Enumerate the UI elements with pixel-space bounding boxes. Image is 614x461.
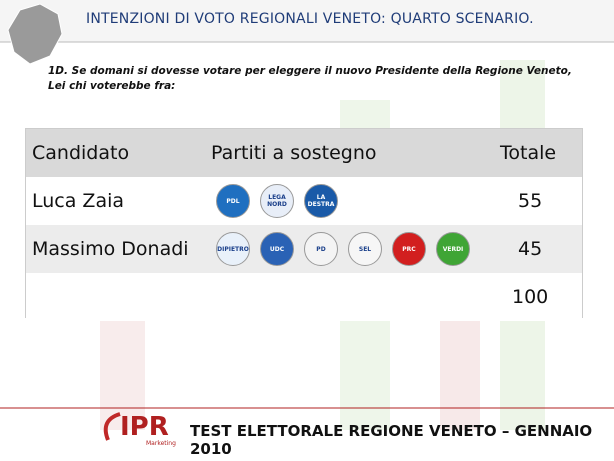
- question-line: Lei chi voterebbe fra:: [48, 80, 176, 92]
- candidate: Massimo Donadi: [32, 238, 189, 260]
- party-logo: UDC: [260, 232, 294, 266]
- total: 55: [518, 190, 543, 212]
- question: 1D. Se domani si dovesse votare per eleg…: [48, 64, 572, 94]
- party-logo: DIPIETRO: [216, 232, 250, 266]
- column-header: Candidato: [32, 142, 130, 164]
- logo: IPR: [120, 412, 169, 442]
- party-logo: SEL: [348, 232, 382, 266]
- question-line: 1D. Se domani si dovesse votare per eleg…: [48, 65, 572, 77]
- party-logo: LA DESTRA: [304, 184, 338, 218]
- table-row: Luca Zaia PDL LEGA NORD LA DESTRA 55: [26, 177, 582, 225]
- table: Candidato Partiti a sostegno Totale Luca Za…: [25, 128, 583, 321]
- party-logo: PD: [304, 232, 338, 266]
- party-label: UDC: [269, 245, 285, 253]
- party-label: DIPIETRO: [217, 245, 249, 253]
- grand-total: 100: [512, 286, 549, 308]
- column-header: Totale: [500, 142, 557, 164]
- party-logo: PDL: [216, 184, 250, 218]
- footer-text: TEST ELETTORALE REGIONE VENETO – GENNAIO…: [190, 422, 593, 458]
- party-label: PDL: [226, 197, 240, 205]
- party-logo: LEGA NORD: [260, 184, 294, 218]
- party-logo: PRC: [392, 232, 426, 266]
- total-row: 100: [26, 273, 582, 321]
- party-label: VERDI: [442, 245, 464, 253]
- party-label: SEL: [358, 245, 372, 253]
- title: INTENZIONI DI VOTO REGIONALI VENETO: QUA…: [86, 11, 534, 27]
- logo-sub: Marketing: [146, 440, 176, 447]
- total: 45: [518, 238, 543, 260]
- table-row: Massimo Donadi DIPIETRO UDC PD SEL PRC VERDI 45: [26, 225, 582, 273]
- party-label: LEGA NORD: [267, 194, 287, 208]
- party-logo: VERDI: [436, 232, 470, 266]
- party-label: PD: [316, 245, 326, 253]
- party-label: PRC: [402, 245, 416, 253]
- column-header: Partiti a sostegno: [211, 142, 377, 164]
- header-row: Candidato Partiti a sostegno Totale: [26, 129, 582, 177]
- party-label: LA DESTRA: [307, 194, 335, 208]
- candidate: Luca Zaia: [32, 190, 125, 212]
